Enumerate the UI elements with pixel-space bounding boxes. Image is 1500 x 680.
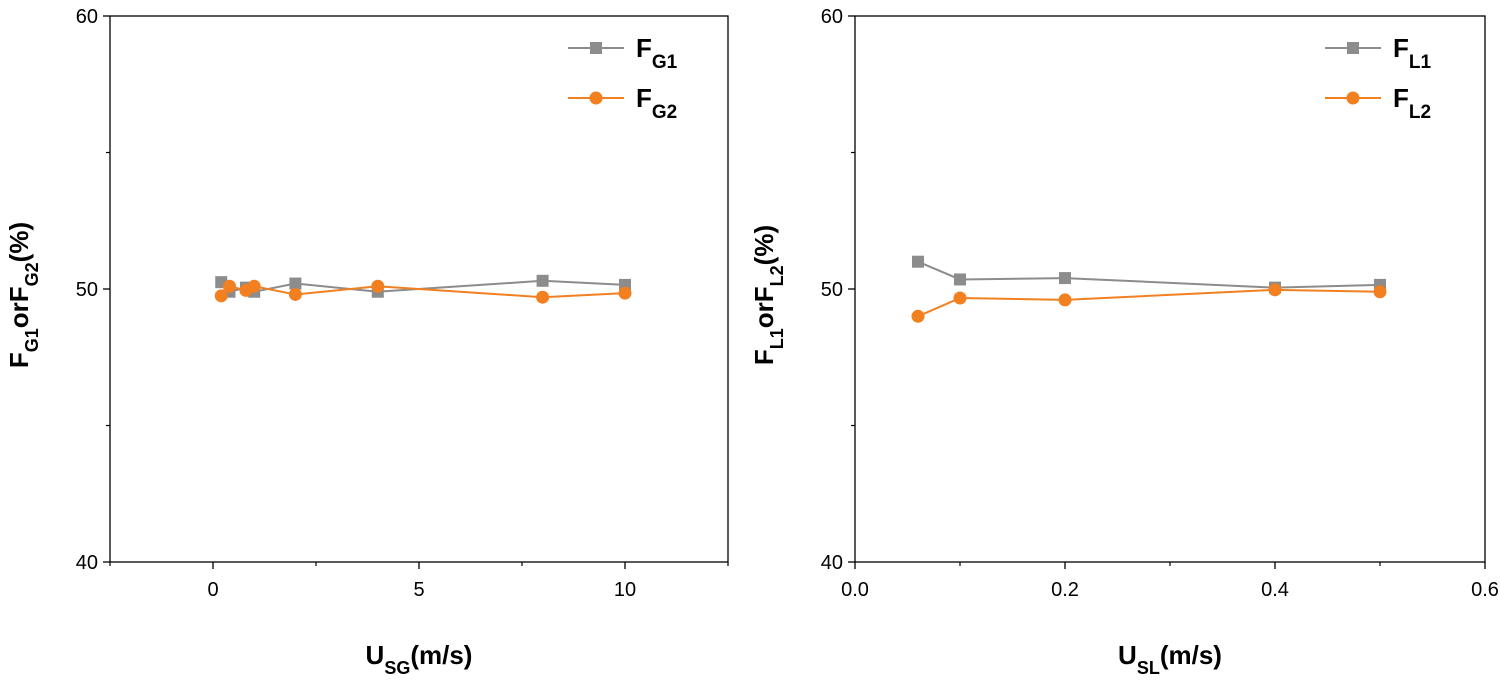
subscript: L2 <box>767 265 787 286</box>
x-axis-label: USG(m/s) <box>366 640 473 675</box>
data-point-circle <box>371 279 385 293</box>
series-line-1 <box>917 260 1381 289</box>
legend-marker-square <box>590 42 602 54</box>
text-part: F <box>1393 83 1409 113</box>
text-part: U <box>366 640 385 670</box>
subscript: G1 <box>22 328 42 352</box>
text-part: F <box>4 352 34 368</box>
data-point-circle <box>536 290 550 304</box>
data-point-circle <box>214 289 228 303</box>
text-part: F <box>1393 33 1409 63</box>
legend-marker-circle <box>1346 91 1360 105</box>
data-point-circle <box>1058 293 1072 307</box>
x-tick-label: 5 <box>413 579 424 601</box>
data-point-circle <box>1373 285 1387 299</box>
subscript: L1 <box>1409 52 1432 73</box>
data-point-circle <box>911 309 925 323</box>
subscript: SL <box>1137 658 1160 675</box>
subscript: SG <box>384 658 410 675</box>
y-tick-label: 40 <box>76 552 98 574</box>
text-part: U <box>1118 640 1137 670</box>
text-part: orF <box>4 286 34 328</box>
data-point-square <box>1059 272 1071 285</box>
data-point-square <box>536 274 549 287</box>
y-tick-label: 50 <box>76 279 98 301</box>
text-part: F <box>636 83 652 113</box>
text-part: F <box>636 33 652 63</box>
data-point-circle <box>222 279 236 293</box>
subscript: G2 <box>652 102 677 123</box>
text-part: (%) <box>749 225 779 265</box>
y-tick-label: 40 <box>821 552 843 574</box>
subscript: L2 <box>1409 102 1431 123</box>
y-axis-label: FL1orFL2(%) <box>749 225 787 365</box>
text-part: (m/s) <box>410 640 472 670</box>
y-tick-label: 60 <box>76 6 98 28</box>
y-tick-label: 50 <box>821 279 843 301</box>
text-part: (%) <box>4 222 34 262</box>
legend-marker-square <box>1347 42 1359 54</box>
chart-panel-2: 0.0 0.2 0.4 0.6405060USL(m/s)FL1orFL2(%)FL1… <box>749 6 1499 678</box>
subscript: G2 <box>22 262 42 286</box>
x-tick-label: 0.2 <box>1051 579 1079 601</box>
series-line-2 <box>917 288 1381 318</box>
x-tick-label: 0.0 <box>841 579 869 601</box>
x-tick-label: 0.4 <box>1261 579 1289 601</box>
text-part: F <box>749 349 779 365</box>
data-point-circle <box>247 279 261 293</box>
data-point-square <box>954 273 966 286</box>
text-part: (m/s) <box>1160 640 1222 670</box>
data-point-circle <box>288 287 302 301</box>
plot-frame <box>854 15 1486 563</box>
data-point-square <box>289 277 302 290</box>
y-axis-label: FG1orFG2(%) <box>4 222 42 368</box>
x-axis-label: USL(m/s) <box>1118 640 1222 675</box>
legend-label: FG1 <box>636 33 678 73</box>
data-point-circle <box>953 291 967 305</box>
subscript: G1 <box>652 52 678 73</box>
text-part: orF <box>749 286 779 328</box>
legend-label: FL1 <box>1393 33 1431 73</box>
legend-label: FL2 <box>1393 83 1431 123</box>
legend-marker-circle <box>589 91 603 105</box>
data-point-circle <box>1268 283 1282 297</box>
x-tick-label: 0.6 <box>1471 579 1499 601</box>
x-tick-label: 0 <box>207 579 218 601</box>
legend-label: FG2 <box>636 83 677 123</box>
x-tick-label: 10 <box>614 579 636 601</box>
data-point-circle <box>618 286 632 300</box>
y-tick-label: 60 <box>821 6 843 28</box>
data-point-square <box>912 255 924 268</box>
subscript: L1 <box>767 328 787 349</box>
